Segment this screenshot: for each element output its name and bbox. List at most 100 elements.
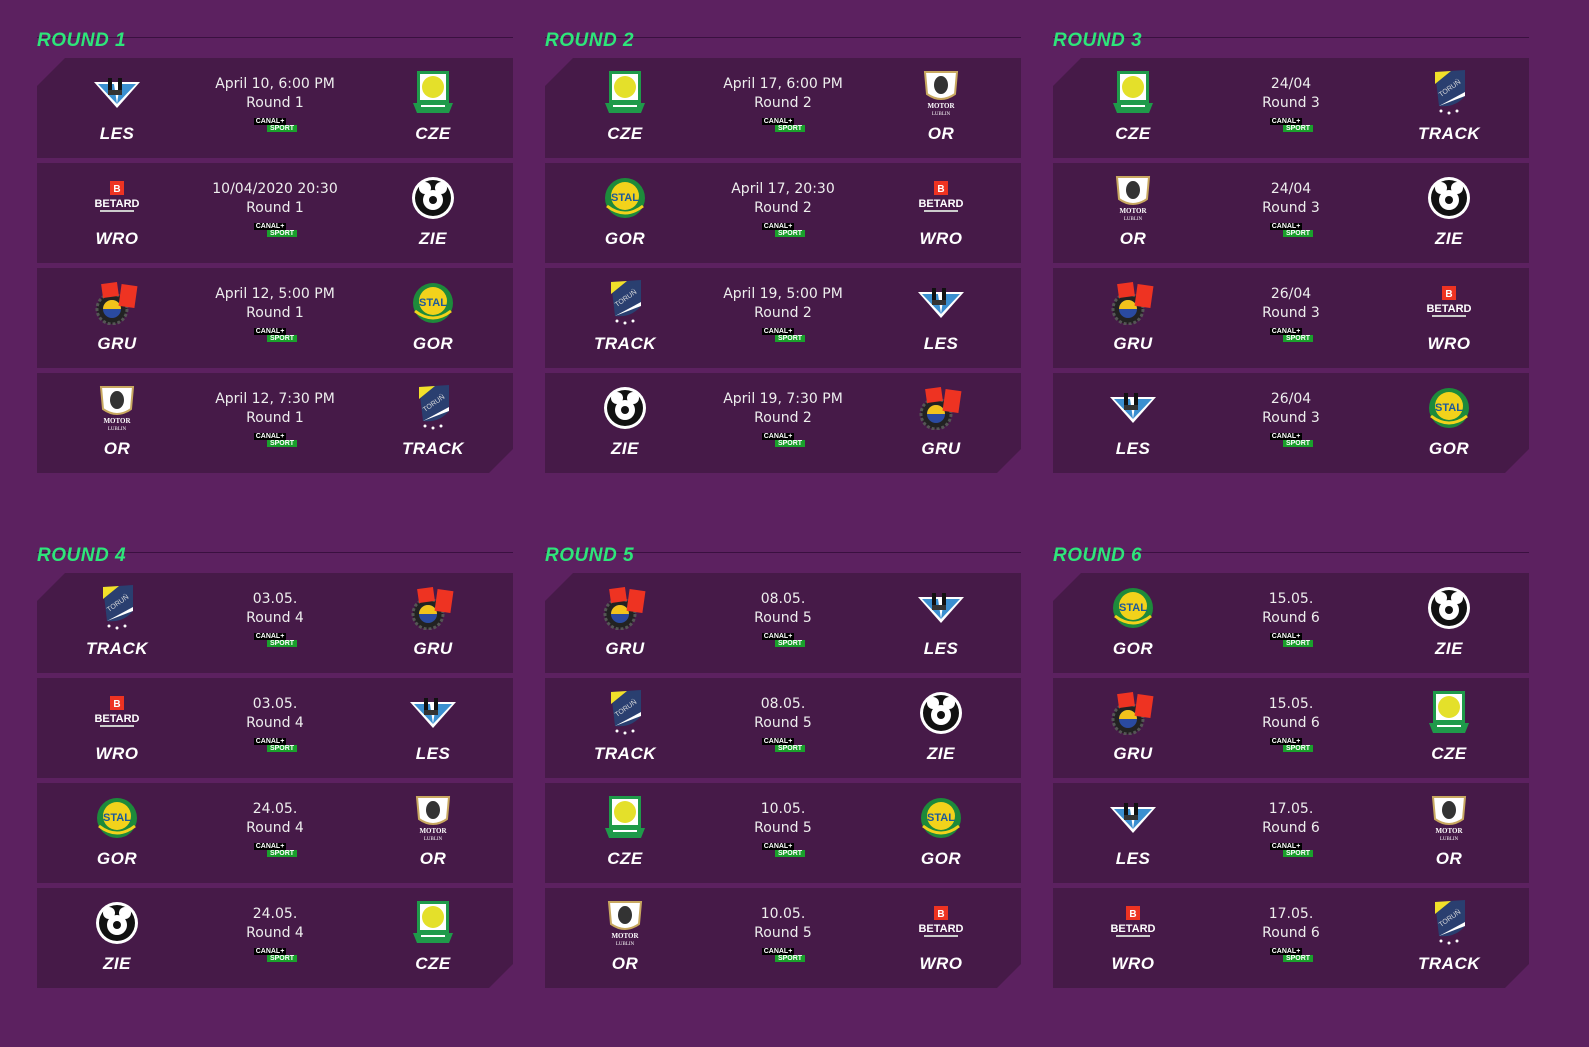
home-team[interactable]: MOTOR LUBLIN OR: [37, 373, 197, 473]
home-team[interactable]: LES: [37, 58, 197, 158]
match-info: 15.05. Round 6 CANAL+ SPORT: [1213, 573, 1369, 673]
match-card[interactable]: MOTOR LUBLIN OR 24/04 Round 3 CANAL+ SPORT…: [1053, 163, 1529, 263]
home-team[interactable]: GRU: [545, 573, 705, 673]
match-round: Round 1: [246, 95, 304, 111]
away-team[interactable]: TORUŃ TRACK: [353, 373, 513, 473]
away-team[interactable]: CZE: [353, 58, 513, 158]
home-team[interactable]: TORUŃ TRACK: [37, 573, 197, 673]
away-team[interactable]: TORUŃ TRACK: [1369, 58, 1529, 158]
home-team[interactable]: CZE: [1053, 58, 1213, 158]
home-team[interactable]: LES: [1053, 373, 1213, 473]
away-team[interactable]: MOTOR LUBLIN OR: [1369, 783, 1529, 883]
match-info: April 12, 7:30 PM Round 1 CANAL+ SPORT: [197, 373, 353, 473]
home-team[interactable]: STAL GOR: [1053, 573, 1213, 673]
match-card[interactable]: MOTOR LUBLIN OR April 12, 7:30 PM Round 1…: [37, 373, 513, 473]
match-info: 24/04 Round 3 CANAL+ SPORT: [1213, 58, 1369, 158]
match-card[interactable]: STAL GOR April 17, 20:30 Round 2 CANAL+ S…: [545, 163, 1021, 263]
match-info: 17.05. Round 6 CANAL+ SPORT: [1213, 888, 1369, 988]
away-team[interactable]: ZIE: [1369, 573, 1529, 673]
away-team[interactable]: ZIE: [1369, 163, 1529, 263]
team-code: OR: [1435, 849, 1463, 868]
home-team[interactable]: STAL GOR: [545, 163, 705, 263]
svg-text:LUBLIN: LUBLIN: [424, 837, 443, 841]
team-logo-gor-icon: STAL: [1108, 585, 1158, 631]
team-code: CZE: [1431, 744, 1467, 763]
away-team[interactable]: CZE: [353, 888, 513, 988]
home-team[interactable]: GRU: [37, 268, 197, 368]
match-card[interactable]: CZE 10.05. Round 5 CANAL+ SPORT STAL GOR: [545, 783, 1021, 883]
match-info: 10/04/2020 20:30 Round 1 CANAL+ SPORT: [197, 163, 353, 263]
home-team[interactable]: CZE: [545, 58, 705, 158]
away-team[interactable]: MOTOR LUBLIN OR: [353, 783, 513, 883]
away-team[interactable]: STAL GOR: [353, 268, 513, 368]
team-logo-les-icon: [408, 690, 458, 736]
away-team[interactable]: LES: [861, 268, 1021, 368]
match-date: 15.05.: [1268, 696, 1314, 712]
match-date: April 12, 5:00 PM: [215, 286, 335, 302]
match-card[interactable]: STAL GOR 15.05. Round 6 CANAL+ SPORT ZIE: [1053, 573, 1529, 673]
away-team[interactable]: GRU: [861, 373, 1021, 473]
away-team[interactable]: CZE: [1369, 678, 1529, 778]
match-card[interactable]: ZIE April 19, 7:30 PM Round 2 CANAL+ SPOR…: [545, 373, 1021, 473]
match-card[interactable]: MOTOR LUBLIN OR 10.05. Round 5 CANAL+ SPOR…: [545, 888, 1021, 988]
home-team[interactable]: ZIE: [37, 888, 197, 988]
home-team[interactable]: LES: [1053, 783, 1213, 883]
team-code: LES: [1115, 849, 1151, 868]
team-code: TRACK: [1418, 124, 1480, 143]
round-section: ROUND 4 TORUŃ TRACK 03.05. Round 4 CANAL…: [37, 515, 513, 1030]
team-logo-les-icon: [916, 585, 966, 631]
match-card[interactable]: GRU April 12, 5:00 PM Round 1 CANAL+ SPOR…: [37, 268, 513, 368]
home-team[interactable]: MOTOR LUBLIN OR: [1053, 163, 1213, 263]
canal-plus-sport-logo-icon: CANAL+ SPORT: [761, 738, 806, 752]
away-team[interactable]: LES: [861, 573, 1021, 673]
match-card[interactable]: GRU 26/04 Round 3 CANAL+ SPORT B BETARD WR…: [1053, 268, 1529, 368]
match-card[interactable]: LES 26/04 Round 3 CANAL+ SPORT STAL GOR: [1053, 373, 1529, 473]
team-code: CZE: [415, 954, 451, 973]
home-team[interactable]: TORUŃ TRACK: [545, 678, 705, 778]
team-code: GRU: [413, 639, 453, 658]
home-team[interactable]: TORUŃ TRACK: [545, 268, 705, 368]
match-card[interactable]: GRU 08.05. Round 5 CANAL+ SPORT LES: [545, 573, 1021, 673]
away-team[interactable]: STAL GOR: [861, 783, 1021, 883]
away-team[interactable]: B BETARD WRO: [861, 163, 1021, 263]
away-team[interactable]: LES: [353, 678, 513, 778]
away-team[interactable]: ZIE: [861, 678, 1021, 778]
svg-text:MOTOR: MOTOR: [1435, 827, 1463, 835]
home-team[interactable]: GRU: [1053, 268, 1213, 368]
match-info: 03.05. Round 4 CANAL+ SPORT: [197, 678, 353, 778]
match-card[interactable]: CZE April 17, 6:00 PM Round 2 CANAL+ SPOR…: [545, 58, 1021, 158]
away-team[interactable]: B BETARD WRO: [1369, 268, 1529, 368]
match-card[interactable]: GRU 15.05. Round 6 CANAL+ SPORT CZE: [1053, 678, 1529, 778]
away-team[interactable]: ZIE: [353, 163, 513, 263]
away-team[interactable]: STAL GOR: [1369, 373, 1529, 473]
svg-text:BETARD: BETARD: [918, 198, 963, 210]
match-card[interactable]: TORUŃ TRACK April 19, 5:00 PM Round 2 CA…: [545, 268, 1021, 368]
home-team[interactable]: B BETARD WRO: [37, 163, 197, 263]
svg-text:LUBLIN: LUBLIN: [1440, 837, 1459, 841]
match-card[interactable]: LES 17.05. Round 6 CANAL+ SPORT MOTOR LUBL…: [1053, 783, 1529, 883]
home-team[interactable]: STAL GOR: [37, 783, 197, 883]
away-team[interactable]: GRU: [353, 573, 513, 673]
match-card[interactable]: ZIE 24.05. Round 4 CANAL+ SPORT CZE: [37, 888, 513, 988]
away-team[interactable]: TORUŃ TRACK: [1369, 888, 1529, 988]
match-round: Round 5: [754, 715, 812, 731]
home-team[interactable]: MOTOR LUBLIN OR: [545, 888, 705, 988]
home-team[interactable]: B BETARD WRO: [1053, 888, 1213, 988]
match-card[interactable]: STAL GOR 24.05. Round 4 CANAL+ SPORT MOTO…: [37, 783, 513, 883]
svg-text:STAL: STAL: [103, 812, 131, 824]
away-team[interactable]: MOTOR LUBLIN OR: [861, 58, 1021, 158]
home-team[interactable]: B BETARD WRO: [37, 678, 197, 778]
home-team[interactable]: CZE: [545, 783, 705, 883]
match-card[interactable]: LES April 10, 6:00 PM Round 1 CANAL+ SPOR…: [37, 58, 513, 158]
home-team[interactable]: GRU: [1053, 678, 1213, 778]
away-team[interactable]: B BETARD WRO: [861, 888, 1021, 988]
match-card[interactable]: B BETARD WRO 10/04/2020 20:30 Round 1 CAN…: [37, 163, 513, 263]
home-team[interactable]: ZIE: [545, 373, 705, 473]
match-card[interactable]: B BETARD WRO 17.05. Round 6 CANAL+ SPORT T…: [1053, 888, 1529, 988]
match-card[interactable]: TORUŃ TRACK 08.05. Round 5 CANAL+ SPORT Z…: [545, 678, 1021, 778]
match-card[interactable]: TORUŃ TRACK 03.05. Round 4 CANAL+ SPORT G…: [37, 573, 513, 673]
match-card[interactable]: CZE 24/04 Round 3 CANAL+ SPORT TORUŃ TRAC…: [1053, 58, 1529, 158]
match-date: 24.05.: [252, 801, 298, 817]
match-card[interactable]: B BETARD WRO 03.05. Round 4 CANAL+ SPORT L…: [37, 678, 513, 778]
svg-text:BETARD: BETARD: [94, 713, 139, 725]
